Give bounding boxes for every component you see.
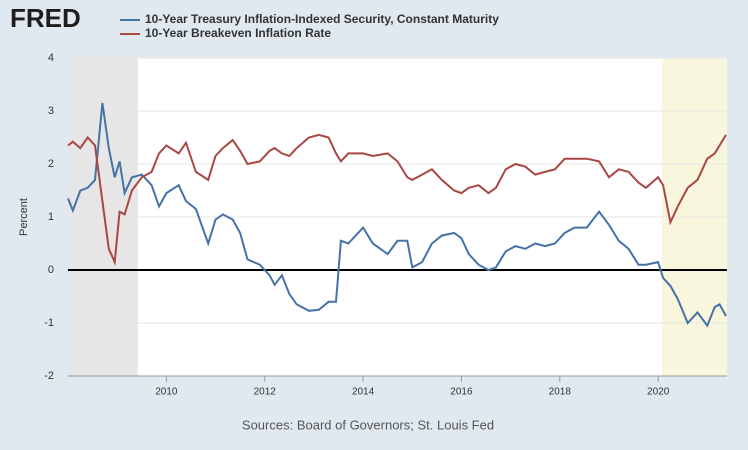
y-tick-label: -2 — [44, 370, 54, 382]
series-line — [67, 102, 727, 328]
y-tick-label: 4 — [48, 52, 54, 64]
x-tick-label: 2010 — [155, 387, 178, 398]
x-tick-label: 2020 — [647, 387, 670, 398]
y-axis-label: Percent — [18, 198, 30, 236]
y-tick-label: -1 — [44, 317, 54, 329]
legend-label: 10-Year Breakeven Inflation Rate — [145, 26, 331, 40]
source: Sources: Board of Governors; St. Louis F… — [242, 417, 494, 432]
y-tick-label: 0 — [48, 264, 54, 276]
series-line — [67, 133, 727, 266]
logo: FRED — [10, 3, 81, 33]
x-tick-label: 2016 — [450, 387, 473, 398]
legend-label: 10-Year Treasury Inflation-Indexed Secur… — [145, 12, 499, 26]
y-tick-label: 2 — [48, 158, 54, 170]
y-tick-label: 1 — [48, 211, 54, 223]
x-tick-label: 2018 — [549, 387, 572, 398]
x-tick-label: 2012 — [254, 387, 277, 398]
x-tick-label: 2014 — [352, 387, 375, 398]
y-tick-label: 3 — [48, 105, 54, 117]
